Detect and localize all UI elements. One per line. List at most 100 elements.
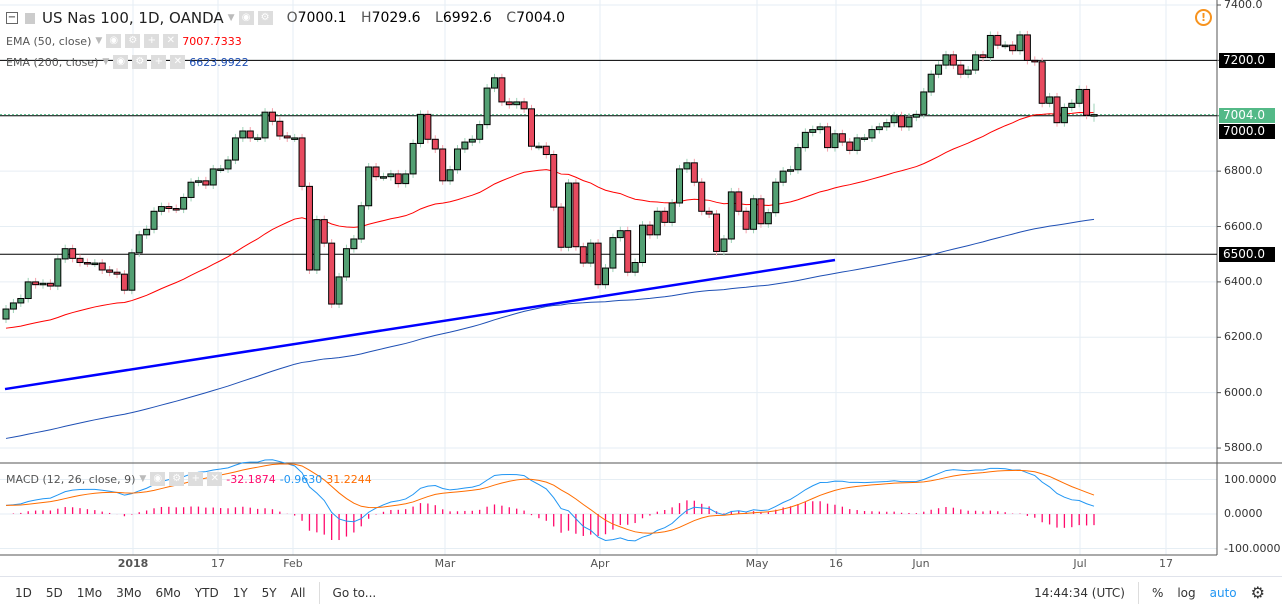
plus-icon[interactable]: + [144,34,160,48]
candle-up [831,133,839,149]
macd-tick: 0.0000 [1224,507,1263,520]
plus-icon[interactable]: + [151,55,167,69]
candle-down [328,242,336,305]
settings-gear-icon[interactable]: ⚙ [1250,583,1265,602]
macd-signal-line [5,463,1095,534]
candle-up [261,111,269,139]
candle-down [439,148,447,182]
candle-down [83,262,91,265]
candle-down [550,154,558,208]
price-chart[interactable] [0,0,1282,576]
candle-down [283,135,291,139]
price-tick: 6600.0 [1224,219,1263,233]
alert-icon[interactable]: ! [1195,9,1212,26]
candle-up [1016,34,1024,52]
candle-up [609,237,617,269]
candle-down [505,101,513,106]
range-1mo[interactable]: 1Mo [76,585,103,600]
candle-down [979,54,987,59]
candle-up [453,148,461,171]
candle-up [416,113,424,144]
range-ytd[interactable]: YTD [194,585,219,600]
candle-up [1001,44,1009,48]
candle-up [883,122,891,128]
close-icon[interactable]: ✕ [170,55,186,69]
candle-up [1090,114,1098,117]
auto-toggle[interactable]: auto [1209,585,1237,600]
candle-up [217,168,225,171]
divider [1137,581,1139,604]
gear-icon[interactable]: ⚙ [132,55,148,69]
close-icon[interactable]: ✕ [207,472,223,486]
candle-up [794,147,802,171]
gear-icon[interactable]: ⚙ [125,34,141,48]
candle-up [668,202,676,223]
candle-up [905,116,913,128]
ema200-label[interactable]: EMA (200, close) [6,55,99,69]
x-tick: 17 [211,557,225,570]
candle-down [527,108,535,147]
dropdown-icon[interactable]: ▼ [227,13,235,23]
candle-down [949,54,957,66]
price-tick: 5800.0 [1224,441,1263,455]
bottom-toolbar: 1D 5D 1Mo 3Mo 6Mo YTD 1Y 5Y All Go to...… [0,576,1282,608]
candle-up [387,173,395,178]
candle-down [624,230,632,273]
eye-icon[interactable]: ◉ [150,472,166,486]
clock[interactable]: 14:44:34 (UTC) [1034,585,1125,600]
range-1d[interactable]: 1D [15,585,32,600]
candle-up [801,131,809,149]
candle-up [17,298,25,304]
candle-up [861,137,869,140]
candle-down [594,242,602,286]
log-toggle[interactable]: log [1177,585,1196,600]
close-icon[interactable]: ✕ [163,34,179,48]
range-1y[interactable]: 1Y [232,585,248,600]
range-5d[interactable]: 5D [45,585,63,600]
candle-down [520,101,528,110]
dropdown-icon[interactable]: ▼ [102,57,110,67]
price-label: 6500.0 [1219,247,1275,263]
candle-up [653,210,661,236]
dropdown-icon[interactable]: ▼ [95,36,103,46]
ema50-label[interactable]: EMA (50, close) [6,34,92,48]
candle-down [846,141,854,151]
eye-icon[interactable]: ◉ [113,55,129,69]
candle-up [720,238,728,252]
collapse-icon[interactable]: − [6,12,18,24]
candle-up [727,191,735,240]
eye-icon[interactable]: ◉ [106,34,122,48]
ema50-legend: EMA (50, close) ▼ ◉ ⚙ + ✕ 7007.7333 [6,34,242,48]
candle-up [616,230,624,239]
dropdown-icon[interactable]: ▼ [139,474,147,484]
candle-up [128,252,136,291]
percent-toggle[interactable]: % [1151,585,1164,600]
candle-up [816,126,824,131]
symbol-title[interactable]: US Nas 100, 1D, OANDA [42,9,224,27]
candle-up [927,73,935,93]
range-all[interactable]: All [290,585,306,600]
goto-button[interactable]: Go to... [332,585,377,600]
x-tick: Jul [1073,557,1087,570]
gear-icon[interactable]: ⚙ [169,472,185,486]
candle-down [69,248,77,259]
range-6mo[interactable]: 6Mo [155,585,181,600]
candle-down [120,273,128,291]
eye-icon[interactable]: ◉ [238,11,254,25]
x-tick: 17 [1159,557,1173,570]
candle-up [764,212,772,225]
macd-label[interactable]: MACD (12, 26, close, 9) [6,472,136,486]
ema200-line [5,218,1095,439]
range-3mo[interactable]: 3Mo [116,585,142,600]
candle-down [1083,88,1091,116]
candle-up [986,34,994,59]
candle-up [920,91,928,115]
candle-up [912,113,920,118]
plus-icon[interactable]: + [188,472,204,486]
candle-up [54,258,62,287]
gear-icon[interactable]: ⚙ [257,11,273,25]
candle-up [187,181,195,198]
candle-down [1038,61,1046,104]
range-5y[interactable]: 5Y [261,585,277,600]
candle-up [461,141,469,150]
